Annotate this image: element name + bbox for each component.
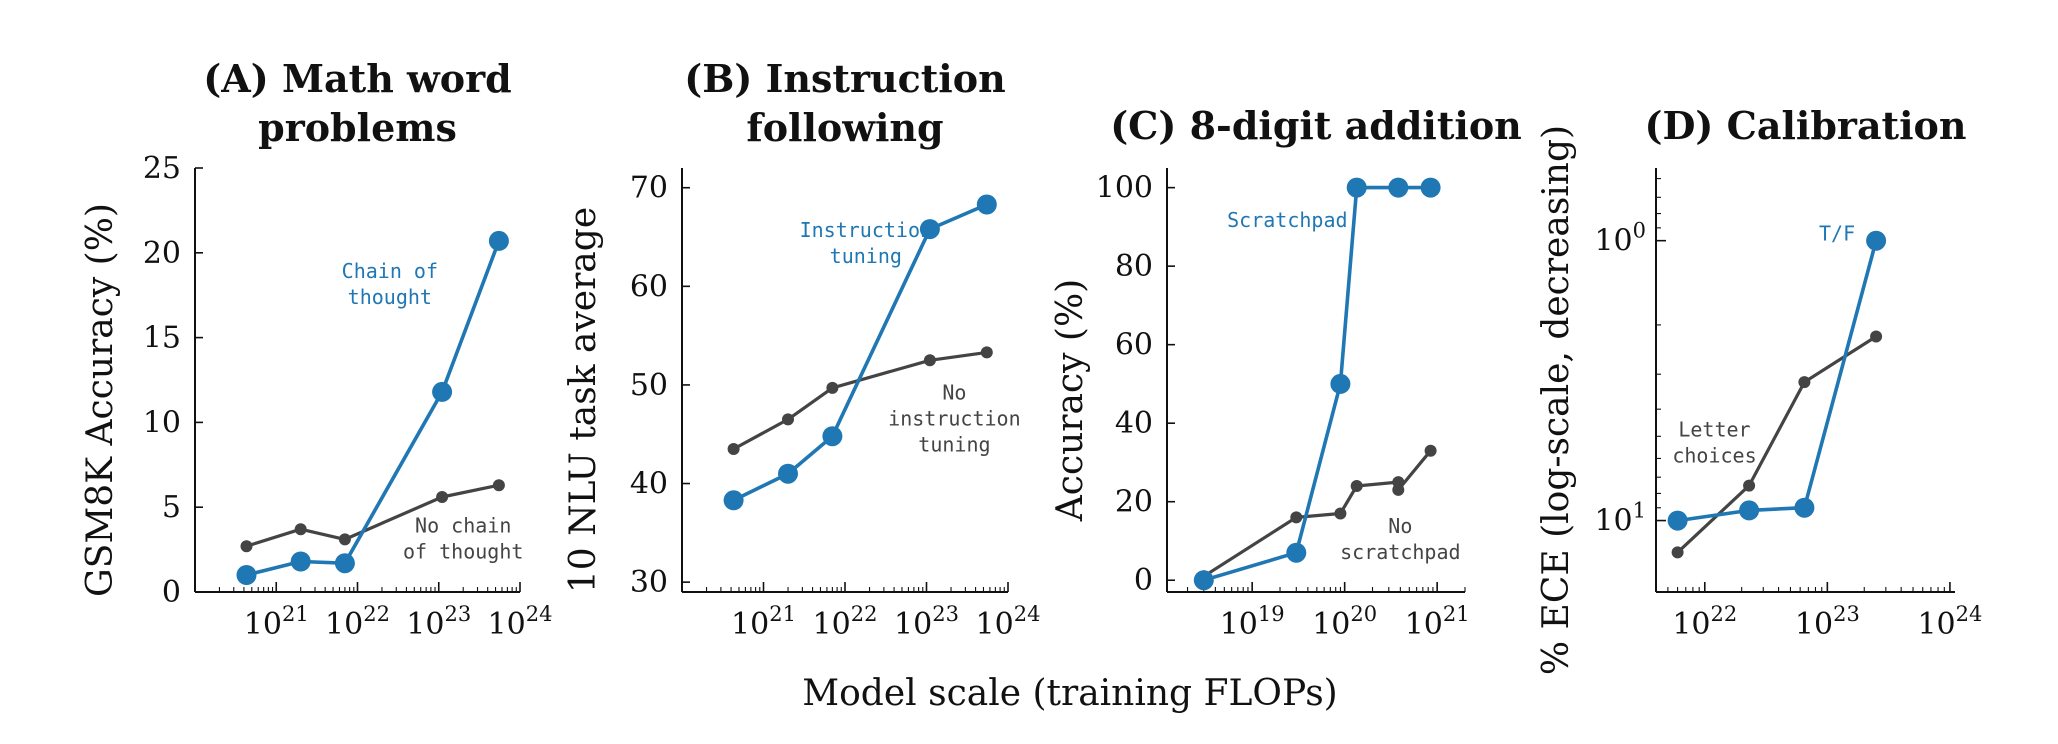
data-point-no-instruction-tuning bbox=[826, 381, 839, 394]
data-point-no-instruction-tuning bbox=[980, 346, 993, 359]
data-point-scratchpad bbox=[1193, 570, 1214, 591]
x-tick-label: 1022 bbox=[1672, 602, 1737, 642]
data-point-chain-of-thought bbox=[488, 230, 509, 251]
data-point-instruction-tuning bbox=[919, 219, 940, 240]
y-tick-label: 30 bbox=[630, 565, 668, 600]
y-tick-label: 101 bbox=[1594, 499, 1646, 539]
data-point-scratchpad bbox=[1286, 542, 1307, 563]
y-tick-label: 20 bbox=[143, 236, 181, 271]
series-line-t-f bbox=[1677, 240, 1878, 523]
data-point-no-chain-of-thought bbox=[294, 523, 307, 536]
data-point-no-scratchpad bbox=[1290, 511, 1303, 524]
data-point-scratchpad bbox=[1420, 177, 1441, 198]
series-line-letter-choices bbox=[1676, 335, 1877, 554]
x-tick-label: 1023 bbox=[894, 602, 959, 642]
y-tick-label: 10 bbox=[143, 405, 181, 440]
annotation-scratchpad: Scratchpad bbox=[1227, 208, 1347, 232]
data-point-t-f bbox=[1794, 497, 1815, 518]
chart-panel-c: (C) 8-digit addition 1019 1020 1021 0 20 40 60 8… bbox=[1050, 103, 1522, 642]
data-point-instruction-tuning bbox=[822, 426, 843, 447]
x-tick-label: 1021 bbox=[1405, 602, 1470, 642]
data-point-letter-choices bbox=[1870, 330, 1883, 343]
data-point-t-f bbox=[1739, 500, 1760, 521]
annotation-no-instruction-tuning: No instruction tuning bbox=[888, 381, 1020, 457]
data-point-no-chain-of-thought bbox=[436, 491, 449, 503]
x-tick-label: 1021 bbox=[731, 602, 796, 642]
x-tick-label: 1023 bbox=[406, 602, 471, 642]
data-point-no-scratchpad bbox=[1334, 507, 1347, 520]
data-point-scratchpad bbox=[1346, 177, 1367, 198]
annotation-letter-choices: Letter choices bbox=[1672, 417, 1756, 467]
chart-title-c: (C) 8-digit addition bbox=[1110, 103, 1522, 148]
chart-panel-d: (D) Calibration 1022 1023 1024 100 101 % ECE (… bbox=[1536, 103, 1982, 675]
x-tick-label: 1024 bbox=[976, 602, 1041, 642]
data-point-chain-of-thought bbox=[290, 551, 311, 572]
data-point-no-chain-of-thought bbox=[492, 479, 505, 492]
x-tick-label: 1022 bbox=[325, 602, 390, 642]
chart-title-a: problems bbox=[258, 105, 457, 150]
y-tick-label: 100 bbox=[1594, 219, 1646, 259]
data-point-instruction-tuning bbox=[778, 463, 798, 484]
data-point-no-scratchpad bbox=[1392, 483, 1405, 496]
chart-title-b: following bbox=[746, 105, 943, 150]
y-tick-label: 100 bbox=[1096, 171, 1153, 206]
data-point-scratchpad bbox=[1388, 177, 1409, 198]
data-point-t-f bbox=[1667, 510, 1688, 531]
y-axis-label: GSM8K Accuracy (%) bbox=[80, 203, 121, 597]
data-point-instruction-tuning bbox=[723, 490, 744, 511]
y-tick-label: 80 bbox=[1115, 249, 1153, 284]
data-point-chain-of-thought bbox=[334, 553, 355, 574]
x-tick-label: 1021 bbox=[244, 602, 309, 642]
annotation-no-scratchpad: No scratchpad bbox=[1340, 514, 1460, 564]
y-tick-label: 70 bbox=[630, 171, 668, 206]
x-tick-label: 1023 bbox=[1795, 602, 1860, 642]
y-axis-label: Accuracy (%) bbox=[1050, 279, 1091, 522]
data-point-no-instruction-tuning bbox=[782, 413, 794, 426]
y-tick-label: 0 bbox=[162, 575, 181, 610]
data-point-no-scratchpad bbox=[1424, 444, 1437, 457]
y-tick-label: 60 bbox=[630, 269, 668, 304]
chart-title-d: (D) Calibration bbox=[1644, 103, 1966, 148]
data-point-no-instruction-tuning bbox=[727, 443, 740, 455]
data-point-chain-of-thought bbox=[432, 381, 453, 402]
chart-title-a: (A) Math word bbox=[203, 56, 511, 101]
x-tick-label: 1024 bbox=[488, 602, 553, 642]
y-tick-label: 60 bbox=[1115, 328, 1153, 363]
x-tick-label: 1020 bbox=[1312, 602, 1377, 642]
figure-xlabel: Model scale (training FLOPs) bbox=[802, 673, 1337, 714]
y-axis-label: % ECE (log-scale, decreasing) bbox=[1536, 125, 1577, 675]
chart-title-b: (B) Instruction bbox=[684, 56, 1005, 101]
annotation-no-chain-of-thought: No chain of thought bbox=[403, 514, 523, 564]
annotation-instruction-tuning: Instruction tuning bbox=[800, 218, 932, 268]
data-point-scratchpad bbox=[1330, 373, 1351, 394]
x-tick-label: 1022 bbox=[813, 602, 878, 642]
data-point-instruction-tuning bbox=[976, 194, 997, 215]
data-point-no-chain-of-thought bbox=[338, 533, 351, 546]
y-tick-label: 20 bbox=[1115, 485, 1153, 520]
y-tick-label: 25 bbox=[143, 151, 181, 186]
data-point-letter-choices bbox=[1798, 376, 1811, 389]
y-tick-label: 40 bbox=[1115, 406, 1153, 441]
data-point-no-chain-of-thought bbox=[240, 540, 253, 553]
data-point-no-instruction-tuning bbox=[923, 354, 936, 367]
y-tick-label: 0 bbox=[1134, 563, 1153, 598]
annotation-t-f: T/F bbox=[1819, 222, 1855, 246]
x-tick-label: 1019 bbox=[1220, 602, 1285, 642]
x-tick-label: 1024 bbox=[1917, 602, 1982, 642]
data-point-letter-choices bbox=[1671, 546, 1684, 559]
data-point-no-scratchpad bbox=[1350, 480, 1363, 492]
data-point-chain-of-thought bbox=[236, 565, 257, 585]
data-point-t-f bbox=[1866, 230, 1887, 251]
y-tick-label: 40 bbox=[630, 467, 668, 502]
y-tick-label: 15 bbox=[143, 321, 181, 356]
y-tick-label: 50 bbox=[630, 368, 668, 403]
y-axis-label: 10 NLU task average bbox=[563, 207, 604, 593]
annotation-chain-of-thought: Chain of thought bbox=[342, 259, 438, 309]
y-tick-label: 5 bbox=[162, 490, 181, 525]
data-point-letter-choices bbox=[1743, 479, 1756, 492]
